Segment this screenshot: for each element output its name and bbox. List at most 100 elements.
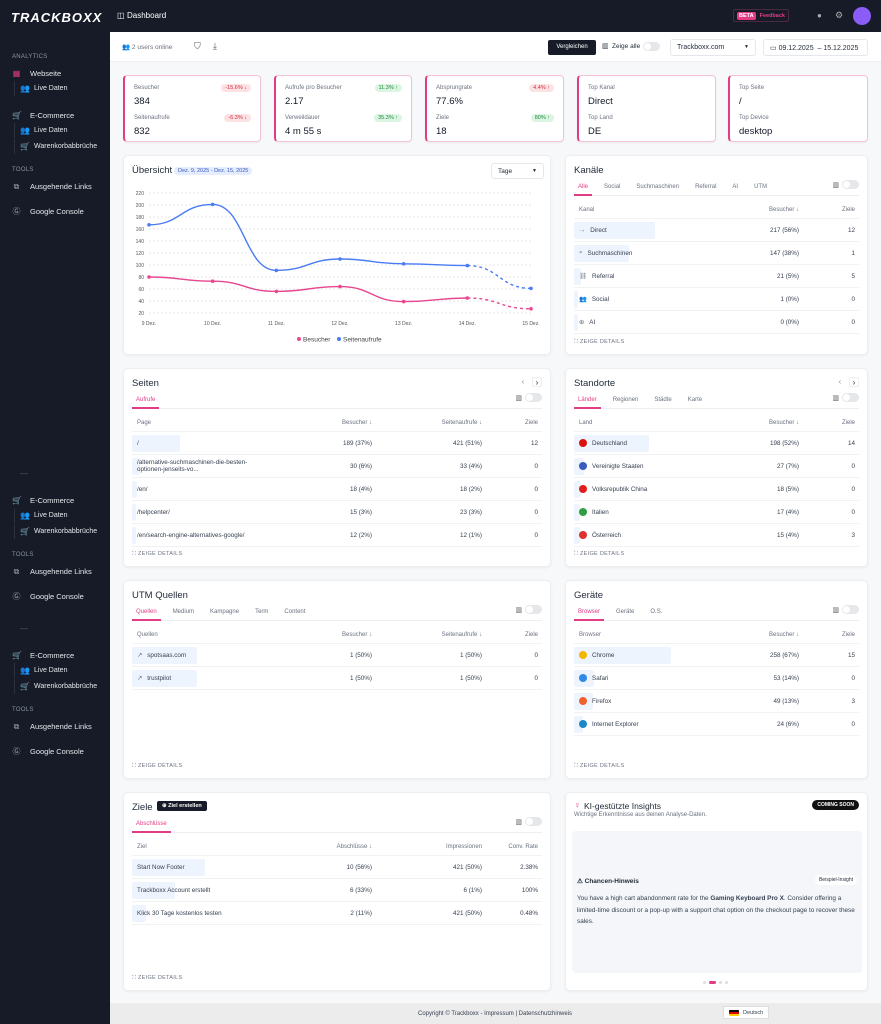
column-header[interactable]: Besucher ↓ (341, 420, 372, 426)
sidebar-item-ausgehende-links[interactable]: ⧉ Ausgehende Links (0, 179, 110, 194)
data-point[interactable] (338, 257, 342, 261)
sidebar-item-ausgehende-links[interactable]: ⧉ Ausgehende Links (0, 564, 110, 579)
language-select[interactable]: Deutsch (723, 1006, 770, 1019)
table-row[interactable]: Volksrepublik China 18 (5%) 0 (574, 478, 859, 501)
filter-icon[interactable]: ⛉ (194, 41, 201, 51)
avatar[interactable] (853, 7, 871, 25)
settings-icon[interactable]: ⚙ (835, 10, 844, 20)
legend-label[interactable]: Besucher (303, 337, 331, 344)
sidebar-item-warenkorb[interactable]: 🛒 Warenkorbabbrüche (14, 679, 110, 694)
sidebar-item-live-daten[interactable]: 👥 Live Daten (14, 81, 110, 96)
table-row[interactable]: ↗ spotsaas.com 1 (50%) 1 (50%) 0 (132, 644, 542, 667)
table-row[interactable]: Internet Explorer 24 (6%) 0 (574, 713, 859, 736)
data-point[interactable] (529, 307, 533, 311)
tab-städte[interactable]: Städte (654, 397, 672, 403)
show-all-toggle[interactable] (643, 42, 660, 51)
toggle-switch[interactable] (525, 393, 542, 402)
chevron-right-icon[interactable]: › (849, 377, 859, 387)
show-details-button[interactable]: ⛶ ZEIGE DETAILS (574, 339, 624, 346)
table-row[interactable]: /helpcenter/15 (3%) 23 (3%) 0 (132, 501, 542, 524)
carousel-dot[interactable] (709, 981, 716, 984)
tab-regionen[interactable]: Regionen (612, 397, 639, 403)
table-row[interactable]: Chrome 258 (67%) 15 (574, 644, 859, 667)
tab-alle[interactable]: Alle (574, 183, 593, 196)
column-header[interactable]: Besucher ↓ (341, 632, 372, 638)
tab-quellen[interactable]: Quellen (132, 608, 161, 621)
tab-aufrufe[interactable]: Aufrufe (132, 396, 160, 409)
tab-utm[interactable]: UTM (754, 184, 768, 190)
copyright[interactable]: Copyright © Trackboxx - Impressum | Date… (418, 1011, 573, 1017)
carousel-dot[interactable] (725, 981, 728, 984)
table-row[interactable]: → Direct 217 (56%) 12 (574, 219, 859, 242)
tab-geräte[interactable]: Geräte (616, 609, 635, 615)
feedback-button[interactable]: BETA Feedback (733, 9, 789, 22)
chevron-right-icon[interactable]: › (532, 377, 542, 387)
data-point[interactable] (465, 263, 470, 268)
show-details-button[interactable]: ⛶ ZEIGE DETAILS (574, 763, 624, 770)
tab-suchmaschinen[interactable]: Suchmaschinen (636, 184, 680, 190)
data-point[interactable] (401, 299, 406, 304)
tab-medium[interactable]: Medium (172, 609, 195, 615)
site-select[interactable]: Trackboxx.com ▼ (670, 39, 756, 56)
toggle-switch[interactable] (842, 393, 859, 402)
table-row[interactable]: Italien 17 (4%) 0 (574, 501, 859, 524)
sidebar-item-warenkorb[interactable]: 🛒 Warenkorbabbrüche (14, 524, 110, 539)
chart-toggle[interactable]: ▥ (515, 393, 542, 402)
tab-term[interactable]: Term (255, 609, 269, 615)
data-point[interactable] (274, 289, 279, 294)
table-row[interactable]: /en/search-engine-alternatives-google/12… (132, 524, 542, 547)
chart-toggle[interactable]: ▥ (515, 605, 542, 614)
tab-abschlüsse[interactable]: Abschlüsse (132, 820, 171, 833)
tab-content[interactable]: Content (284, 609, 306, 615)
table-row[interactable]: Safari 53 (14%) 0 (574, 667, 859, 690)
data-point[interactable] (338, 284, 342, 289)
table-row[interactable]: Klick 30 Tage kostenlos testen 2 (11%) 421… (132, 902, 542, 925)
column-header[interactable]: Besucher ↓ (768, 207, 799, 213)
chevron-left-icon[interactable]: ‹ (838, 377, 842, 386)
sidebar-item-ecommerce[interactable]: 🛒 E-Commerce (0, 648, 110, 663)
table-row[interactable]: / 189 (37%) 421 (51%) 12 (132, 432, 542, 455)
show-details-button[interactable]: ⛶ ZEIGE DETAILS (132, 551, 182, 558)
toggle-switch[interactable] (525, 817, 542, 826)
create-goal-button[interactable]: ⊕ Ziel erstellen (157, 801, 207, 811)
chart-toggle[interactable]: ▥ (832, 605, 859, 614)
tab-referral[interactable]: Referral (695, 184, 717, 190)
tab-karte[interactable]: Karte (687, 397, 703, 403)
show-details-button[interactable]: ⛶ ZEIGE DETAILS (574, 551, 624, 558)
sidebar-item-google-console[interactable]: Ⓖ Google Console (0, 204, 110, 219)
column-header[interactable]: Abschlüsse ↓ (336, 844, 372, 850)
tab-ai[interactable]: AI (732, 184, 739, 190)
tab-kampagne[interactable]: Kampagne (210, 609, 240, 615)
sidebar-item-warenkorb[interactable]: 🛒 Warenkorbabbrüche (14, 139, 110, 154)
tab-länder[interactable]: Länder (574, 396, 601, 409)
chart-toggle[interactable]: ▥ (832, 393, 859, 402)
sidebar-item-ecommerce[interactable]: 🛒 E-Commerce (0, 108, 110, 123)
show-details-button[interactable]: ⛶ ZEIGE DETAILS (132, 975, 182, 982)
sidebar-item-live-daten[interactable]: 👥 Live Daten (14, 123, 110, 138)
theme-icon[interactable]: ● (817, 11, 822, 20)
table-row[interactable]: Trackboxx Account erstellt 6 (33%) 6 (1%) 1… (132, 879, 542, 902)
chart-toggle[interactable]: ▥ (832, 180, 859, 189)
download-icon[interactable]: ⤓ (213, 41, 217, 51)
chevron-left-icon[interactable]: ‹ (521, 377, 525, 386)
table-row[interactable]: /en/18 (4%) 18 (2%) 0 (132, 478, 542, 501)
data-point[interactable] (529, 286, 533, 291)
table-row[interactable]: ⊕ AI 0 (0%) 0 (574, 311, 859, 334)
table-row[interactable]: Österreich 15 (4%) 3 (574, 524, 859, 547)
column-header[interactable]: Besucher ↓ (768, 632, 799, 638)
sidebar-item-google-console[interactable]: Ⓖ Google Console (0, 589, 110, 604)
show-details-button[interactable]: ⛶ ZEIGE DETAILS (132, 763, 182, 770)
table-row[interactable]: Deutschland 198 (52%) 14 (574, 432, 859, 455)
date-range-picker[interactable]: ▭ 09.12.2025 – 15.12.2025 (763, 39, 868, 56)
compare-button[interactable]: Vergleichen (548, 40, 596, 55)
sidebar-toggle-icon[interactable]: ◫ (117, 11, 125, 20)
sidebar-item-ecommerce[interactable]: 🛒 E-Commerce (0, 493, 110, 508)
data-point[interactable] (401, 262, 406, 266)
table-row[interactable]: Start Now Footer 10 (56%) 421 (50%) 2.38% (132, 856, 542, 879)
table-row[interactable]: ⛓ Referral 21 (5%) 5 (574, 265, 859, 288)
data-point[interactable] (274, 268, 279, 273)
data-point[interactable] (465, 296, 470, 300)
toggle-switch[interactable] (525, 605, 542, 614)
chart-toggle[interactable]: ▥ (515, 817, 542, 826)
tab-os[interactable]: O.S. (650, 609, 663, 615)
